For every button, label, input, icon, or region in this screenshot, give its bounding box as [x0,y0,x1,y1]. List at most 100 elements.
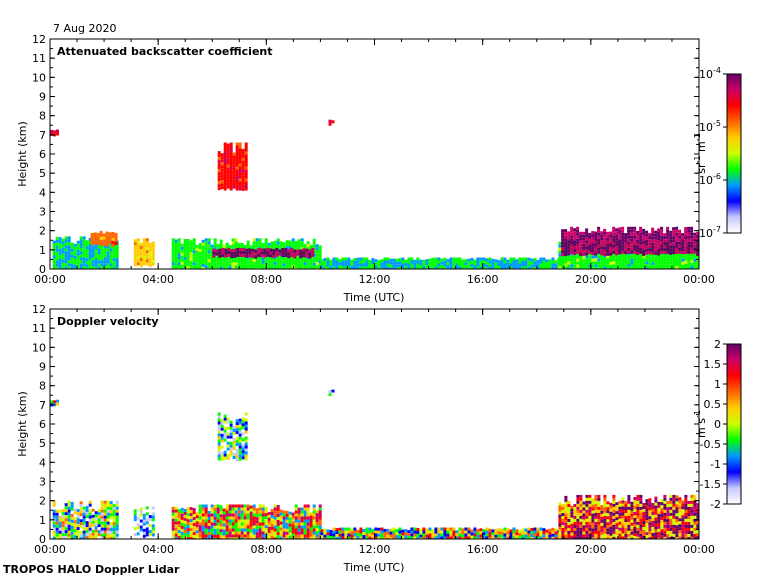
backscatter-cell [624,242,628,246]
velocity-cell [539,536,543,539]
backscatter-cell [303,259,307,263]
velocity-cell [633,518,637,521]
velocity-cell [356,535,360,539]
backscatter-cell [585,267,589,269]
velocity-cell [186,528,190,532]
backscatter-y-tick-label: 8 [39,110,46,123]
backscatter-cell [561,266,565,269]
backscatter-cell [55,242,59,246]
velocity-cell [235,416,239,420]
backscatter-cell [318,257,322,261]
backscatter-cell [210,250,214,254]
backscatter-cell [669,233,673,237]
velocity-cell [231,516,235,520]
backscatter-cell [106,248,110,252]
velocity-cell [148,527,152,531]
velocity-cell [597,530,601,534]
velocity-cell [88,527,92,531]
backscatter-cell [114,239,118,242]
velocity-cell [627,500,631,504]
velocity-cell [561,507,565,510]
velocity-cell [612,515,616,519]
backscatter-cell [82,248,86,252]
backscatter-cell [684,236,688,240]
velocity-cell [585,503,589,507]
velocity-cell [603,524,607,528]
velocity-cell [470,532,474,536]
backscatter-cell [410,263,414,267]
backscatter-cell [142,256,146,260]
velocity-cell [243,516,247,520]
velocity-cell [235,458,239,462]
backscatter-echo-region [212,247,315,259]
velocity-cell [223,414,227,418]
velocity-cell [542,537,546,539]
backscatter-cell [437,260,441,264]
backscatter-cell [94,264,98,268]
velocity-cell [564,510,568,514]
backscatter-cell [588,267,592,269]
backscatter-cell [61,250,65,254]
velocity-cell [229,426,233,430]
velocity-cell [672,500,676,504]
velocity-cell [145,506,149,510]
backscatter-cell [318,254,322,258]
velocity-cell [285,534,289,538]
velocity-cell [561,528,565,531]
velocity-cell [219,508,223,512]
velocity-cell [94,511,98,515]
velocity-cell [249,508,253,512]
backscatter-cell [201,263,205,267]
velocity-cell [479,531,483,535]
velocity-cell [681,518,685,522]
velocity-plot-frame [49,308,700,540]
backscatter-cell [100,245,104,249]
backscatter-cell [115,246,119,250]
velocity-cell [362,532,366,536]
backscatter-cell [151,241,155,245]
velocity-cell [585,512,589,516]
backscatter-cell [588,232,592,236]
velocity-cell [217,439,221,443]
instrument-label: TROPOS HALO Doppler Lidar [3,563,180,576]
velocity-cell [600,516,604,520]
velocity-cell [261,531,265,535]
backscatter-cell [171,265,175,269]
velocity-cell [234,534,238,538]
velocity-cell [624,537,628,539]
backscatter-cell [210,256,214,260]
velocity-cell [300,525,304,529]
velocity-cell [249,535,253,539]
backscatter-cell [633,254,637,257]
backscatter-cell [618,264,622,268]
velocity-cell [255,517,259,521]
velocity-cell [579,494,583,498]
velocity-cell [151,512,155,516]
velocity-cell [467,527,471,531]
velocity-colorbar-tick-label: -1 [710,458,721,471]
backscatter-cell [690,247,694,251]
velocity-cell [258,528,262,532]
backscatter-cell [455,266,459,269]
velocity-cell [88,518,92,522]
backscatter-cell [285,240,289,244]
backscatter-cell [99,233,103,237]
backscatter-cell [603,234,607,238]
backscatter-cell [582,246,586,250]
backscatter-cell [100,251,104,255]
backscatter-cell [564,257,568,261]
velocity-cell [494,537,498,539]
backscatter-cell [639,235,643,239]
backscatter-cell [58,249,62,253]
backscatter-cell [618,267,622,269]
velocity-cell [300,507,304,511]
velocity-cell [261,537,265,539]
backscatter-cell [672,233,676,237]
backscatter-cell [554,263,558,267]
velocity-cell [318,516,322,520]
velocity-cell [428,530,432,534]
velocity-cell [603,512,607,516]
backscatter-cell [329,259,333,263]
velocity-cell [76,509,80,513]
